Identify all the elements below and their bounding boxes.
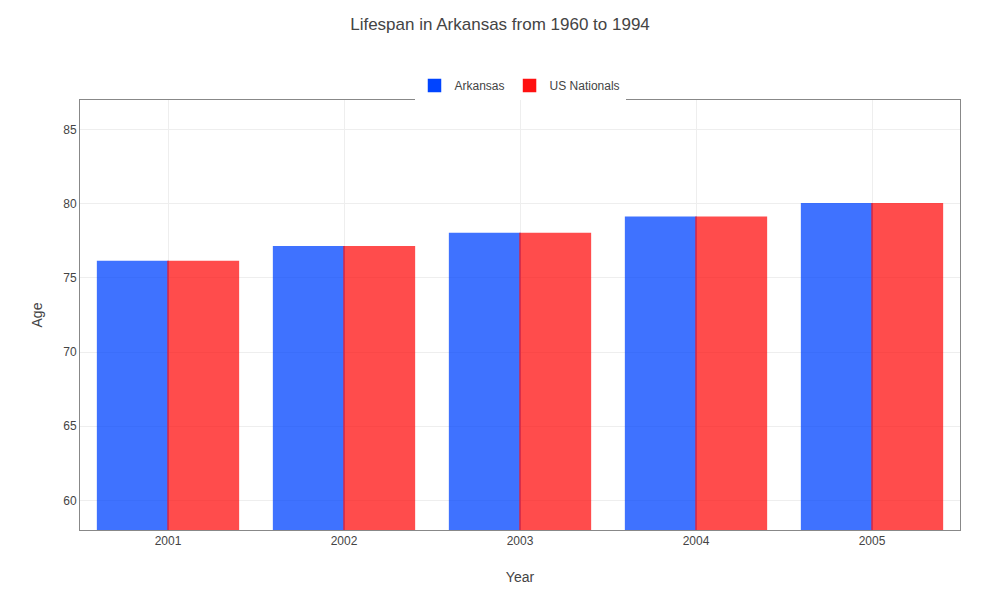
- svg-text:2001: 2001: [155, 534, 182, 548]
- svg-text:2004: 2004: [683, 534, 710, 548]
- svg-text:2003: 2003: [507, 534, 534, 548]
- svg-text:60: 60: [63, 494, 77, 508]
- svg-text:2002: 2002: [331, 534, 358, 548]
- svg-text:65: 65: [63, 419, 77, 433]
- svg-text:70: 70: [63, 345, 77, 359]
- svg-text:80: 80: [63, 197, 77, 211]
- svg-text:Arkansas: Arkansas: [455, 79, 505, 93]
- svg-text:Year: Year: [506, 569, 535, 585]
- svg-text:US Nationals: US Nationals: [550, 79, 620, 93]
- svg-text:Lifespan in Arkansas from 1960: Lifespan in Arkansas from 1960 to 1994: [350, 15, 650, 34]
- svg-text:Age: Age: [29, 302, 45, 327]
- svg-text:75: 75: [63, 271, 77, 285]
- svg-text:2005: 2005: [859, 534, 886, 548]
- svg-text:85: 85: [63, 123, 77, 137]
